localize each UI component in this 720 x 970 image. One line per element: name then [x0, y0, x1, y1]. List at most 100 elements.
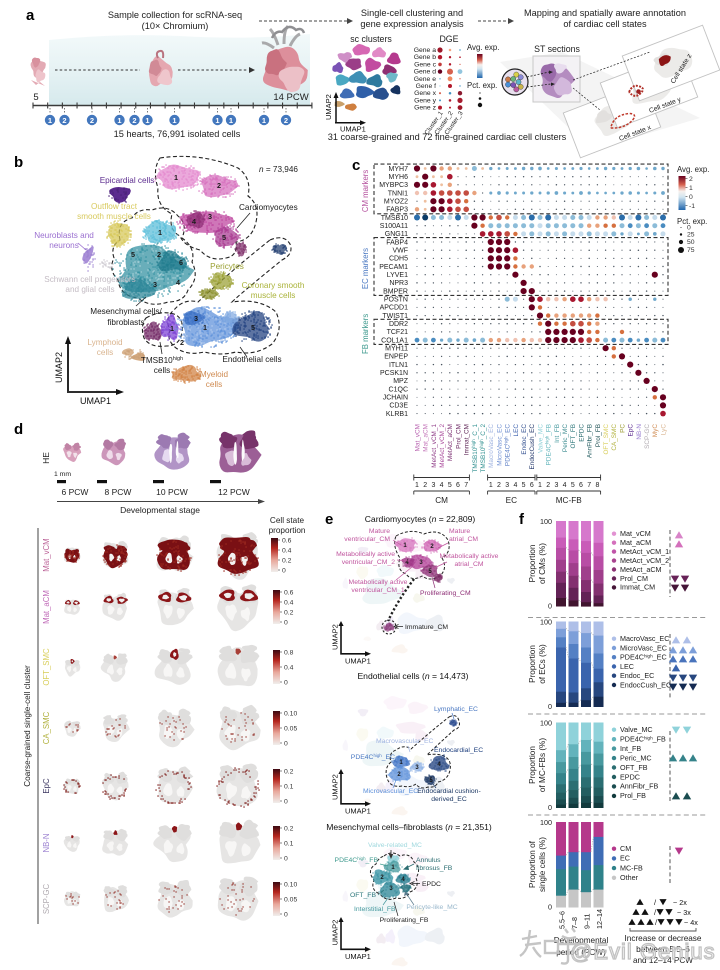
- svg-text:0: 0: [284, 740, 288, 747]
- svg-text:Macrovascular_EC: Macrovascular_EC: [376, 738, 434, 745]
- svg-text:OFT_FB: OFT_FB: [570, 424, 577, 449]
- svg-text:10 PCW: 10 PCW: [156, 487, 188, 497]
- svg-text:of MC-FBs (%): of MC-FBs (%): [538, 738, 547, 792]
- svg-text:Peric_MC: Peric_MC: [562, 424, 569, 452]
- svg-text:TWIST1: TWIST1: [382, 313, 408, 320]
- svg-text:OFT_SMC: OFT_SMC: [603, 424, 610, 455]
- svg-text:EndocCush_EC: EndocCush_EC: [529, 424, 536, 470]
- svg-text:0: 0: [284, 619, 288, 626]
- svg-text:0.05: 0.05: [284, 725, 297, 732]
- svg-text:ventricular_CM: ventricular_CM: [344, 536, 390, 543]
- svg-text:Sample collection for scRNA-se: Sample collection for scRNA-seq: [108, 10, 242, 20]
- svg-text:4: 4: [563, 482, 567, 489]
- svg-text:1: 1: [391, 865, 395, 871]
- svg-text:of CMs (%): of CMs (%): [538, 543, 547, 584]
- svg-text:NB-N: NB-N: [42, 833, 51, 852]
- svg-text:2: 2: [180, 338, 184, 347]
- svg-text:Pericyte-like_MC: Pericyte-like_MC: [406, 904, 457, 911]
- svg-text:C1QC: C1QC: [389, 386, 408, 393]
- svg-text:ENPEP: ENPEP: [384, 354, 408, 361]
- svg-text:3: 3: [208, 212, 212, 221]
- svg-text:Schwann cell progenitors: Schwann cell progenitors: [44, 275, 135, 284]
- svg-text:3: 3: [153, 280, 157, 289]
- svg-text:1: 1: [689, 185, 693, 192]
- svg-text:Int_FB: Int_FB: [620, 744, 641, 753]
- svg-text:Mature: Mature: [369, 528, 390, 535]
- svg-text:sc clusters: sc clusters: [350, 34, 392, 44]
- svg-text:APCDD1: APCDD1: [380, 305, 409, 312]
- svg-text:1: 1: [215, 116, 219, 125]
- svg-text:4: 4: [401, 877, 405, 883]
- svg-text:MC-FB: MC-FB: [620, 863, 643, 872]
- svg-text:50: 50: [687, 239, 695, 246]
- svg-text:100: 100: [540, 818, 552, 827]
- svg-text:between 5.5–6: between 5.5–6: [636, 945, 690, 954]
- svg-text:1: 1: [229, 116, 233, 125]
- svg-text:3: 3: [419, 560, 423, 566]
- svg-text:VWF: VWF: [392, 248, 408, 255]
- svg-text:3: 3: [505, 482, 509, 489]
- svg-text:0: 0: [687, 225, 691, 232]
- svg-text:Mat_vCM: Mat_vCM: [42, 538, 51, 571]
- svg-text:6: 6: [456, 482, 460, 489]
- svg-text:2: 2: [90, 116, 94, 125]
- svg-text:4: 4: [192, 217, 196, 226]
- svg-text:Immat_CM: Immat_CM: [620, 583, 655, 592]
- svg-text:MacroVasc_EC: MacroVasc_EC: [488, 424, 495, 468]
- svg-text:Proportion: Proportion: [528, 746, 537, 784]
- svg-text:UMAP1: UMAP1: [345, 807, 371, 816]
- svg-text:Myeloid: Myeloid: [200, 370, 229, 379]
- svg-text:6: 6: [179, 258, 183, 267]
- svg-text:MacroVasc_EC: MacroVasc_EC: [620, 634, 669, 643]
- svg-text:PDE4Chigh_EC: PDE4Chigh_EC: [351, 753, 395, 762]
- svg-text:3: 3: [389, 886, 393, 892]
- svg-text:1: 1: [145, 116, 149, 125]
- svg-text:fibrosus_FB: fibrosus_FB: [416, 865, 453, 872]
- svg-text:JCHAIN: JCHAIN: [383, 395, 408, 402]
- svg-text:SCP-GC: SCP-GC: [42, 883, 51, 914]
- svg-text:MicroVasc_EC: MicroVasc_EC: [496, 424, 503, 466]
- svg-text:of cardiac cell states: of cardiac cell states: [563, 19, 647, 29]
- svg-text:Proliferating_CM: Proliferating_CM: [420, 590, 471, 597]
- svg-text:0.10: 0.10: [284, 710, 297, 717]
- svg-text:SCP-GC: SCP-GC: [644, 424, 651, 449]
- svg-text:e: e: [325, 511, 333, 528]
- svg-text:HE: HE: [41, 452, 51, 464]
- svg-text:1: 1: [158, 228, 162, 237]
- svg-text:Interstitial_FB: Interstitial_FB: [354, 906, 396, 913]
- svg-text:Gene d: Gene d: [414, 69, 437, 76]
- svg-text:Proportion: Proportion: [528, 645, 537, 683]
- svg-text:0.4: 0.4: [284, 664, 294, 671]
- svg-text:8 PCW: 8 PCW: [105, 487, 132, 497]
- svg-text:0: 0: [284, 855, 288, 862]
- svg-text:CM: CM: [435, 496, 448, 505]
- svg-text:100: 100: [540, 618, 552, 627]
- svg-text:MicroVasc_EC: MicroVasc_EC: [620, 643, 667, 652]
- svg-text:MYBPC3: MYBPC3: [379, 182, 408, 189]
- svg-text:0.05: 0.05: [284, 896, 297, 903]
- svg-text:of ECs (%): of ECs (%): [538, 644, 547, 684]
- svg-text:-1: -1: [689, 203, 695, 210]
- svg-text:PC: PC: [619, 424, 626, 433]
- svg-text:Annulus: Annulus: [416, 857, 441, 864]
- svg-text:3: 3: [415, 765, 419, 771]
- svg-text:0: 0: [284, 911, 288, 918]
- svg-text:MC-FB: MC-FB: [556, 496, 582, 505]
- svg-text:Peric_MC: Peric_MC: [620, 753, 652, 762]
- svg-text:100: 100: [540, 517, 552, 526]
- svg-text:TMSB10high_C_2: TMSB10high_C_2: [479, 424, 488, 473]
- svg-text:2: 2: [546, 482, 550, 489]
- svg-text:Mapping and spatially aware an: Mapping and spatially aware annotation: [524, 8, 686, 18]
- svg-text:0.4: 0.4: [282, 547, 292, 554]
- svg-text:2: 2: [423, 482, 427, 489]
- svg-text:MPZ: MPZ: [393, 378, 409, 385]
- svg-text:EPDC: EPDC: [620, 772, 640, 781]
- svg-text:0: 0: [284, 798, 288, 805]
- svg-text:AnnFibr_FB: AnnFibr_FB: [620, 782, 659, 791]
- svg-text:smooth muscle cells: smooth muscle cells: [77, 212, 151, 221]
- svg-text:POSTN: POSTN: [384, 297, 408, 304]
- svg-text:Mat_aCM: Mat_aCM: [620, 538, 651, 547]
- svg-text:Endothelial cells (n = 14,473): Endothelial cells (n = 14,473): [357, 671, 468, 681]
- svg-text:0.6: 0.6: [284, 589, 294, 596]
- svg-text:Prol_CM: Prol_CM: [620, 574, 648, 583]
